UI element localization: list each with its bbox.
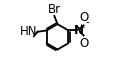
Text: HN: HN (20, 25, 37, 38)
Text: +: + (76, 23, 84, 32)
Text: O: O (79, 11, 88, 24)
Text: O: O (79, 37, 88, 50)
Text: -: - (84, 17, 88, 27)
Text: Br: Br (47, 3, 60, 16)
Text: N: N (73, 24, 83, 37)
